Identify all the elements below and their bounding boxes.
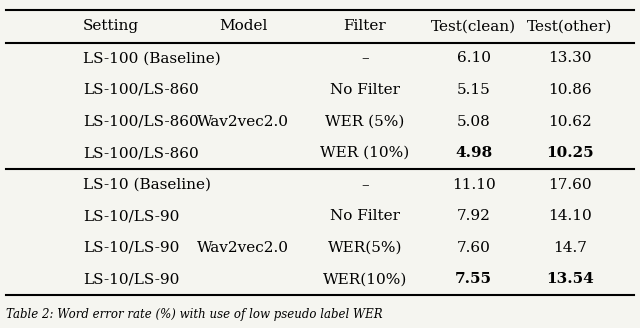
Text: –: – (361, 178, 369, 192)
Text: 10.25: 10.25 (546, 146, 593, 160)
Text: LS-100/LS-860: LS-100/LS-860 (83, 146, 199, 160)
Text: 17.60: 17.60 (548, 178, 591, 192)
Text: LS-10/LS-90: LS-10/LS-90 (83, 209, 180, 223)
Text: 10.86: 10.86 (548, 83, 591, 97)
Text: 7.60: 7.60 (457, 241, 490, 255)
Text: 7.92: 7.92 (457, 209, 490, 223)
Text: Setting: Setting (83, 19, 140, 33)
Text: Filter: Filter (344, 19, 386, 33)
Text: Test(clean): Test(clean) (431, 19, 516, 33)
Text: –: – (361, 51, 369, 65)
Text: 10.62: 10.62 (548, 114, 591, 129)
Text: 6.10: 6.10 (456, 51, 491, 65)
Text: LS-10/LS-90: LS-10/LS-90 (83, 273, 180, 286)
Text: 11.10: 11.10 (452, 178, 495, 192)
Text: 5.15: 5.15 (457, 83, 490, 97)
Text: Table 2: Word error rate (%) with use of low pseudo label WER: Table 2: Word error rate (%) with use of… (6, 308, 383, 321)
Text: WER(10%): WER(10%) (323, 273, 407, 286)
Text: 4.98: 4.98 (455, 146, 492, 160)
Text: WER(5%): WER(5%) (328, 241, 402, 255)
Text: Wav2vec2.0: Wav2vec2.0 (197, 241, 289, 255)
Text: Model: Model (219, 19, 268, 33)
Text: WER (5%): WER (5%) (325, 114, 404, 129)
Text: LS-10/LS-90: LS-10/LS-90 (83, 241, 180, 255)
Text: No Filter: No Filter (330, 209, 400, 223)
Text: LS-10 (Baseline): LS-10 (Baseline) (83, 178, 211, 192)
Text: 14.7: 14.7 (553, 241, 586, 255)
Text: 13.54: 13.54 (546, 273, 593, 286)
Text: 5.08: 5.08 (457, 114, 490, 129)
Text: No Filter: No Filter (330, 83, 400, 97)
Text: 13.30: 13.30 (548, 51, 591, 65)
Text: Test(other): Test(other) (527, 19, 612, 33)
Text: LS-100 (Baseline): LS-100 (Baseline) (83, 51, 221, 65)
Text: LS-100/LS-860: LS-100/LS-860 (83, 114, 199, 129)
Text: 7.55: 7.55 (455, 273, 492, 286)
Text: Wav2vec2.0: Wav2vec2.0 (197, 114, 289, 129)
Text: 14.10: 14.10 (548, 209, 591, 223)
Text: WER (10%): WER (10%) (320, 146, 410, 160)
Text: LS-100/LS-860: LS-100/LS-860 (83, 83, 199, 97)
